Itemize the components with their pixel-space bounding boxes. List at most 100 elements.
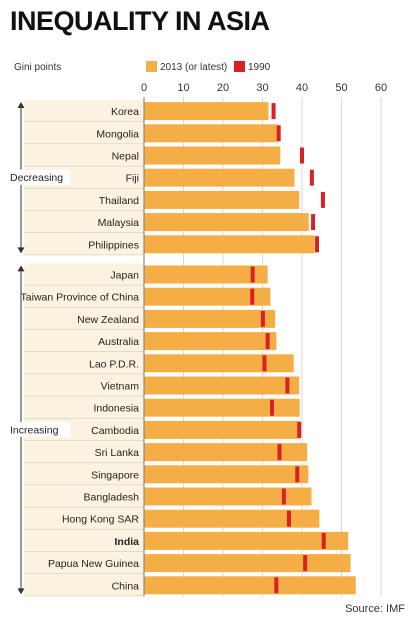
row-background — [24, 211, 144, 233]
category-label: Philippines — [88, 239, 139, 251]
row-background — [24, 463, 144, 485]
bar — [144, 576, 356, 595]
row-background — [24, 352, 144, 374]
category-label: Bangladesh — [84, 492, 140, 504]
x-tick-label: 50 — [335, 82, 347, 94]
bar — [144, 265, 268, 284]
x-tick-label: 0 — [141, 82, 147, 94]
row-background — [24, 485, 144, 507]
marker-1990 — [311, 214, 316, 231]
row-background — [24, 529, 144, 551]
chart-title: INEQUALITY IN ASIA — [10, 6, 270, 36]
source-note: Source: IMF — [345, 603, 405, 615]
category-label: Vietnam — [101, 381, 140, 393]
row-background — [24, 122, 144, 144]
category-label: Taiwan Province of China — [21, 292, 140, 304]
marker-1990 — [277, 444, 282, 461]
row-background — [24, 441, 144, 463]
marker-1990 — [286, 510, 291, 527]
bar — [144, 309, 276, 328]
category-label: Sri Lanka — [95, 447, 140, 459]
row-background — [24, 144, 144, 166]
marker-1990 — [321, 532, 326, 549]
row-background — [24, 263, 144, 285]
marker-1990 — [269, 399, 274, 416]
category-label: Thailand — [99, 195, 139, 207]
legend-swatch — [146, 61, 157, 72]
row-background — [24, 396, 144, 418]
marker-1990 — [260, 310, 265, 327]
row-background — [24, 574, 144, 596]
category-label: Nepal — [112, 151, 139, 163]
x-tick-label: 20 — [217, 82, 229, 94]
marker-1990 — [309, 169, 314, 186]
category-label: Fiji — [126, 173, 139, 185]
row-background — [24, 330, 144, 352]
category-label: New Zealand — [77, 314, 139, 326]
x-tick-label: 10 — [177, 82, 189, 94]
arrow-up-icon — [17, 102, 25, 108]
marker-1990 — [295, 466, 300, 483]
marker-1990 — [265, 333, 270, 350]
group-label: Increasing — [10, 424, 59, 436]
marker-1990 — [262, 355, 267, 372]
marker-1990 — [281, 488, 286, 505]
category-label: China — [112, 580, 140, 592]
group-label-bg — [8, 169, 70, 185]
marker-1990 — [276, 125, 281, 142]
marker-1990 — [303, 555, 308, 572]
bar — [144, 354, 294, 373]
arrow-down-icon — [17, 247, 25, 254]
bar — [144, 465, 309, 484]
x-tick-label: 60 — [375, 82, 387, 94]
bar — [144, 168, 295, 187]
bar — [144, 213, 309, 232]
category-label: India — [114, 536, 139, 548]
bar — [144, 235, 315, 254]
category-label: Indonesia — [93, 403, 139, 415]
row-background — [24, 507, 144, 529]
category-label: Hong Kong SAR — [62, 514, 139, 526]
unit-label: Gini points — [14, 62, 61, 73]
bar — [144, 376, 300, 395]
bar — [144, 398, 300, 417]
legend-swatch — [234, 61, 245, 72]
category-label: Australia — [98, 336, 139, 348]
marker-1990 — [250, 266, 255, 283]
row-background — [24, 307, 144, 329]
x-tick-label: 40 — [296, 82, 308, 94]
category-label: Malaysia — [98, 217, 140, 229]
row-background — [24, 552, 144, 574]
marker-1990 — [285, 377, 290, 394]
category-label: Korea — [111, 106, 139, 118]
row-background — [24, 285, 144, 307]
category-label: Papua New Guinea — [48, 558, 139, 570]
arrow-down-icon — [17, 588, 25, 595]
marker-1990 — [297, 421, 302, 438]
category-label: Japan — [110, 270, 139, 282]
marker-1990 — [274, 577, 279, 594]
bar — [144, 124, 278, 143]
marker-1990 — [250, 288, 255, 305]
bar — [144, 102, 269, 121]
category-label: Lao P.D.R. — [89, 358, 139, 370]
category-label: Mongolia — [96, 128, 139, 140]
legend-label: 2013 (or latest) — [160, 62, 227, 73]
legend-label: 1990 — [248, 62, 271, 73]
bar — [144, 554, 351, 573]
bar — [144, 509, 320, 528]
category-label: Cambodia — [91, 425, 139, 437]
row-background — [24, 188, 144, 210]
marker-1990 — [320, 191, 325, 208]
x-tick-label: 30 — [256, 82, 268, 94]
bar — [144, 531, 349, 550]
group-label: Decreasing — [10, 172, 63, 184]
bar — [144, 287, 271, 306]
bar — [144, 443, 308, 462]
category-label: Singapore — [91, 469, 139, 481]
bar — [144, 332, 277, 351]
group-label-bg — [8, 421, 70, 437]
bar — [144, 420, 301, 439]
marker-1990 — [300, 147, 304, 164]
